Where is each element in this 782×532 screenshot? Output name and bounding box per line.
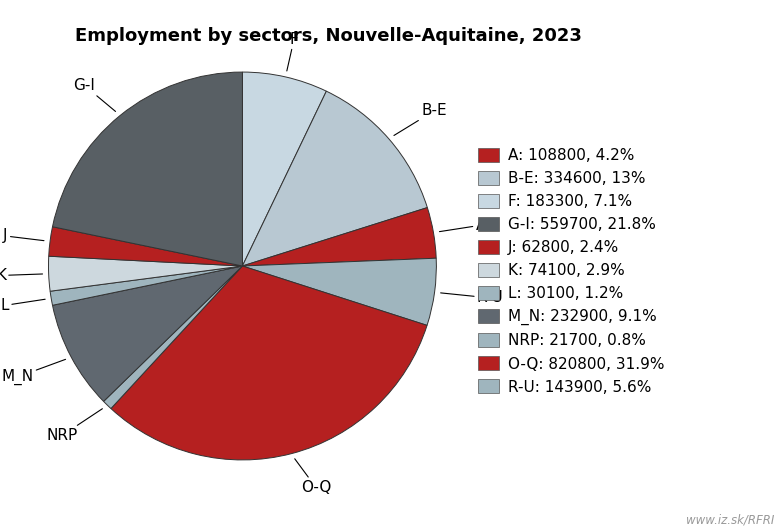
Text: G-I: G-I — [74, 78, 116, 111]
Wedge shape — [242, 258, 436, 326]
Text: M_N: M_N — [2, 359, 66, 385]
Wedge shape — [111, 266, 427, 460]
Text: F: F — [287, 31, 299, 71]
Text: A: A — [439, 218, 486, 232]
Wedge shape — [52, 266, 242, 401]
Text: www.iz.sk/RFRI: www.iz.sk/RFRI — [686, 514, 774, 527]
Wedge shape — [48, 256, 242, 291]
Wedge shape — [103, 266, 242, 409]
Text: O-Q: O-Q — [295, 459, 331, 495]
Text: L: L — [1, 298, 45, 313]
Wedge shape — [242, 72, 326, 266]
Text: B-E: B-E — [394, 103, 447, 136]
Wedge shape — [48, 227, 242, 266]
Wedge shape — [242, 91, 427, 266]
Wedge shape — [52, 72, 242, 266]
Text: K: K — [0, 268, 42, 283]
Wedge shape — [242, 207, 436, 266]
Text: J: J — [3, 228, 44, 244]
Wedge shape — [50, 266, 242, 305]
Text: R-U: R-U — [440, 290, 504, 305]
Text: NRP: NRP — [46, 409, 102, 443]
Legend: A: 108800, 4.2%, B-E: 334600, 13%, F: 183300, 7.1%, G-I: 559700, 21.8%, J: 62800: A: 108800, 4.2%, B-E: 334600, 13%, F: 18… — [478, 148, 665, 395]
Text: Employment by sectors, Nouvelle-Aquitaine, 2023: Employment by sectors, Nouvelle-Aquitain… — [75, 27, 582, 45]
